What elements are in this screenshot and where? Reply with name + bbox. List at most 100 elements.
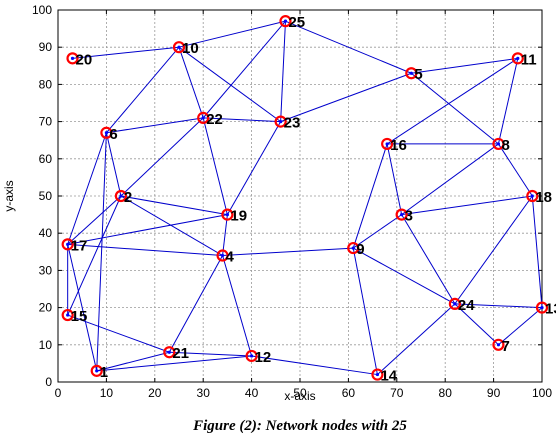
node-ring <box>245 349 258 363</box>
edge-8-3 <box>401 143 499 216</box>
node-ring <box>492 338 505 351</box>
node-center <box>225 213 229 217</box>
edge-6-22 <box>106 117 204 134</box>
edge-23-5 <box>280 72 412 123</box>
edge-24-7 <box>454 303 499 346</box>
x-tick-label: 50 <box>293 386 307 400</box>
y-tick-label: 90 <box>39 40 53 54</box>
node-center <box>283 19 288 23</box>
edge-5-8 <box>411 72 499 145</box>
node-center <box>516 56 520 60</box>
node-7 <box>492 338 505 351</box>
edges <box>67 20 543 376</box>
node-label-16: 16 <box>390 137 407 154</box>
node-14 <box>371 368 384 381</box>
node-label-20: 20 <box>76 51 93 68</box>
y-tick-label: 60 <box>39 152 53 166</box>
node-19 <box>221 208 234 221</box>
edge-4-19 <box>222 214 228 256</box>
node-22 <box>197 111 210 124</box>
node-4 <box>216 249 229 262</box>
y-tick-label: 40 <box>39 226 53 240</box>
edge-18-13 <box>531 195 543 308</box>
edge-12-14 <box>251 355 378 376</box>
edge-20-10 <box>72 46 180 59</box>
node-label-23: 23 <box>284 115 301 132</box>
edge-1-12 <box>96 355 252 372</box>
edge-9-24 <box>352 247 456 305</box>
node-20 <box>66 52 79 65</box>
edge-22-2 <box>120 117 204 197</box>
node-3 <box>395 208 408 221</box>
node-label-12: 12 <box>255 349 272 366</box>
node-17 <box>61 238 74 251</box>
x-tick-label: 0 <box>55 386 62 400</box>
node-center <box>409 71 413 75</box>
edge-5-11 <box>411 57 518 74</box>
node-label-13: 13 <box>545 301 556 318</box>
node-center <box>540 306 544 310</box>
node-label-7: 7 <box>501 338 509 355</box>
node-23 <box>274 115 287 128</box>
y-tick-label: 0 <box>45 375 52 389</box>
edge-10-6 <box>106 46 180 134</box>
x-tick-label: 10 <box>100 386 114 400</box>
x-tick-label: 20 <box>148 386 162 400</box>
edge-15-21 <box>67 314 170 353</box>
x-tick-label: 100 <box>532 386 552 400</box>
x-tick-label: 60 <box>342 386 356 400</box>
node-label-4: 4 <box>226 249 235 266</box>
node-ring <box>405 67 418 80</box>
node-ring <box>274 115 287 128</box>
edge-11-16 <box>386 57 519 145</box>
edge-11-8 <box>497 58 519 145</box>
node-ring <box>66 52 79 65</box>
node-ring <box>114 189 128 203</box>
node-label-25: 25 <box>288 14 305 31</box>
edge-8-18 <box>498 143 533 197</box>
node-label-2: 2 <box>124 189 132 206</box>
node-9 <box>347 241 360 255</box>
edge-4-17 <box>67 243 223 257</box>
node-ring <box>279 15 292 28</box>
x-tick-label: 70 <box>390 386 404 400</box>
node-6 <box>100 126 113 139</box>
node-label-11: 11 <box>521 51 537 68</box>
node-center <box>201 116 205 120</box>
x-tick-label: 40 <box>245 386 259 400</box>
edge-25-5 <box>285 20 412 74</box>
y-tick-label: 10 <box>39 338 53 352</box>
node-ring <box>90 364 103 377</box>
edge-24-13 <box>454 303 543 309</box>
x-tick-label: 30 <box>197 386 211 400</box>
edge-16-9 <box>352 143 388 249</box>
node-center <box>177 45 181 49</box>
node-label-17: 17 <box>71 237 88 254</box>
edge-3-24 <box>401 214 456 305</box>
node-ring <box>492 137 505 151</box>
edge-16-3 <box>386 143 403 215</box>
node-label-21: 21 <box>172 345 189 362</box>
node-ring <box>511 52 524 65</box>
edge-10-23 <box>178 46 281 123</box>
edge-4-21 <box>168 255 223 353</box>
edge-7-13 <box>498 307 543 346</box>
x-tick-label: 90 <box>487 386 501 400</box>
y-tick-label: 30 <box>39 263 53 277</box>
edge-3-9 <box>352 214 402 249</box>
node-center <box>66 242 70 246</box>
node-13 <box>535 301 549 314</box>
node-center <box>167 350 171 354</box>
node-ring <box>381 137 394 151</box>
node-ring <box>448 297 461 310</box>
edge-18-24 <box>454 195 533 305</box>
edge-9-14 <box>352 247 378 375</box>
edge-2-15 <box>67 195 122 316</box>
node-center <box>496 343 501 347</box>
node-ring <box>197 111 210 124</box>
node-ring <box>100 126 113 139</box>
node-center <box>95 369 99 373</box>
node-ring <box>535 301 549 314</box>
node-1 <box>90 364 103 377</box>
edge-17-1 <box>67 244 98 371</box>
